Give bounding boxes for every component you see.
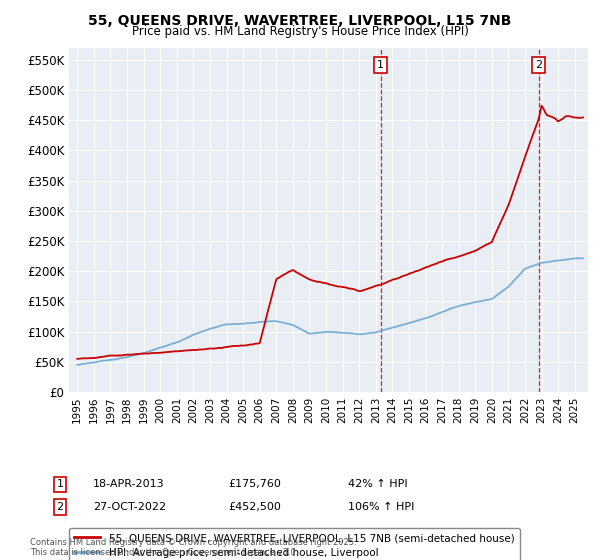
Text: 2: 2 <box>535 60 542 70</box>
Text: 55, QUEENS DRIVE, WAVERTREE, LIVERPOOL, L15 7NB: 55, QUEENS DRIVE, WAVERTREE, LIVERPOOL, … <box>88 14 512 28</box>
Text: Price paid vs. HM Land Registry's House Price Index (HPI): Price paid vs. HM Land Registry's House … <box>131 25 469 38</box>
Text: 1: 1 <box>56 479 64 489</box>
Text: £175,760: £175,760 <box>228 479 281 489</box>
Text: 106% ↑ HPI: 106% ↑ HPI <box>348 502 415 512</box>
Text: 27-OCT-2022: 27-OCT-2022 <box>93 502 166 512</box>
Text: 42% ↑ HPI: 42% ↑ HPI <box>348 479 407 489</box>
Text: 18-APR-2013: 18-APR-2013 <box>93 479 164 489</box>
Text: Contains HM Land Registry data © Crown copyright and database right 2025.
This d: Contains HM Land Registry data © Crown c… <box>30 538 356 557</box>
Text: 2: 2 <box>56 502 64 512</box>
Text: £452,500: £452,500 <box>228 502 281 512</box>
Legend: 55, QUEENS DRIVE, WAVERTREE, LIVERPOOL, L15 7NB (semi-detached house), HPI: Aver: 55, QUEENS DRIVE, WAVERTREE, LIVERPOOL, … <box>69 528 520 560</box>
Text: 1: 1 <box>377 60 384 70</box>
